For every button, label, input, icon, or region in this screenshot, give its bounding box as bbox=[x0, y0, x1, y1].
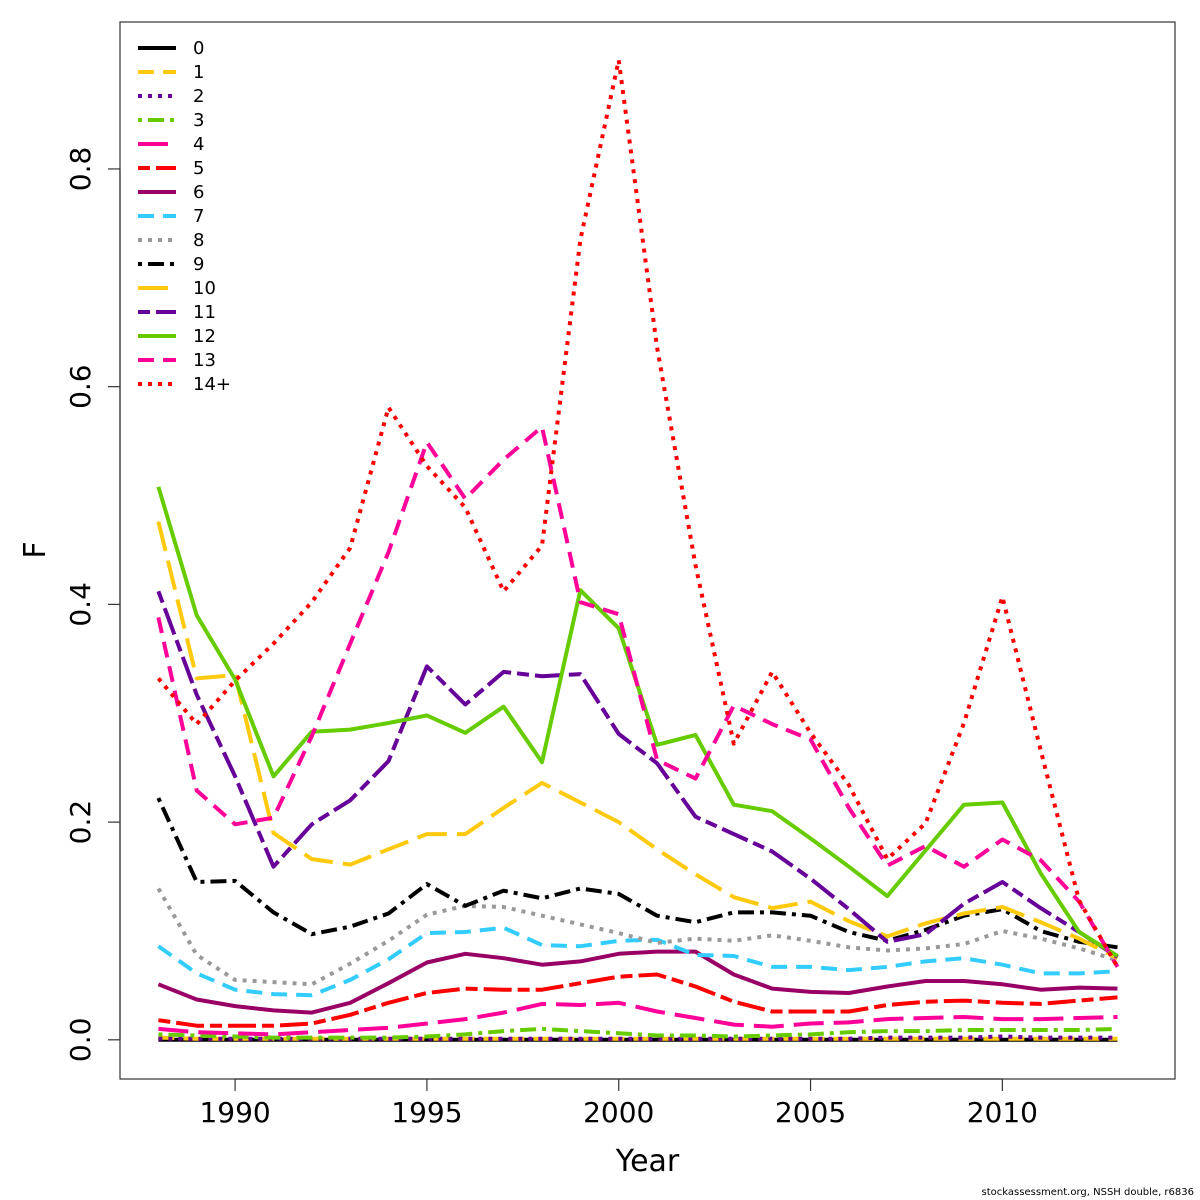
x-tick-label: 2005 bbox=[775, 1096, 846, 1129]
x-tick-label: 1990 bbox=[199, 1096, 270, 1129]
series-line-13 bbox=[156, 424, 1120, 968]
series-line-7 bbox=[157, 925, 1118, 998]
legend-label-14+: 14+ bbox=[193, 374, 231, 395]
legend-label-5: 5 bbox=[193, 158, 204, 179]
series-line-4 bbox=[158, 1000, 1118, 1037]
plot-frame bbox=[119, 21, 1176, 1080]
legend-label-1: 1 bbox=[193, 62, 204, 83]
legend-label-4: 4 bbox=[193, 134, 204, 155]
series-line-6 bbox=[157, 949, 1118, 1015]
series-line-9 bbox=[156, 797, 1118, 950]
legend-label-11: 11 bbox=[193, 302, 216, 323]
series-line-5 bbox=[158, 972, 1118, 1028]
series-lines bbox=[156, 58, 1120, 1042]
legend-label-6: 6 bbox=[193, 182, 204, 203]
x-axis-title: Year bbox=[615, 1144, 680, 1179]
legend-label-3: 3 bbox=[193, 110, 204, 131]
legend-label-8: 8 bbox=[193, 230, 204, 251]
y-tick-label: 0.2 bbox=[64, 800, 97, 845]
y-tick-label: 0.8 bbox=[64, 147, 97, 192]
x-tick-label: 1995 bbox=[391, 1096, 462, 1129]
y-tick-label: 0.4 bbox=[64, 582, 97, 627]
legend-label-7: 7 bbox=[193, 206, 204, 227]
x-axis: 1990 1995 2000 2005 2010 bbox=[199, 1078, 1038, 1129]
legend-label-13: 13 bbox=[193, 350, 216, 371]
x-tick-label: 2010 bbox=[967, 1096, 1038, 1129]
series-line-8 bbox=[156, 887, 1119, 987]
series-line-14+ bbox=[156, 58, 1120, 968]
y-tick-label: 0.0 bbox=[64, 1018, 97, 1063]
series-line-11 bbox=[156, 590, 1119, 959]
series-line-12 bbox=[156, 486, 1119, 958]
legend-label-10: 10 bbox=[193, 278, 216, 299]
legend-label-9: 9 bbox=[193, 254, 204, 275]
series-line-10 bbox=[156, 521, 1119, 960]
footer-note: stockassessment.org, NSSH double, r6836 bbox=[981, 1187, 1194, 1198]
y-axis-title: F bbox=[18, 541, 53, 558]
legend-label-0: 0 bbox=[193, 38, 204, 59]
x-tick-label: 2000 bbox=[583, 1096, 654, 1129]
legend-label-2: 2 bbox=[193, 86, 204, 107]
legend-label-12: 12 bbox=[193, 326, 216, 347]
series-line-1 bbox=[158, 1035, 1118, 1041]
y-axis: 0.0 0.2 0.4 0.6 0.8 bbox=[64, 147, 121, 1063]
y-tick-label: 0.6 bbox=[64, 364, 97, 409]
